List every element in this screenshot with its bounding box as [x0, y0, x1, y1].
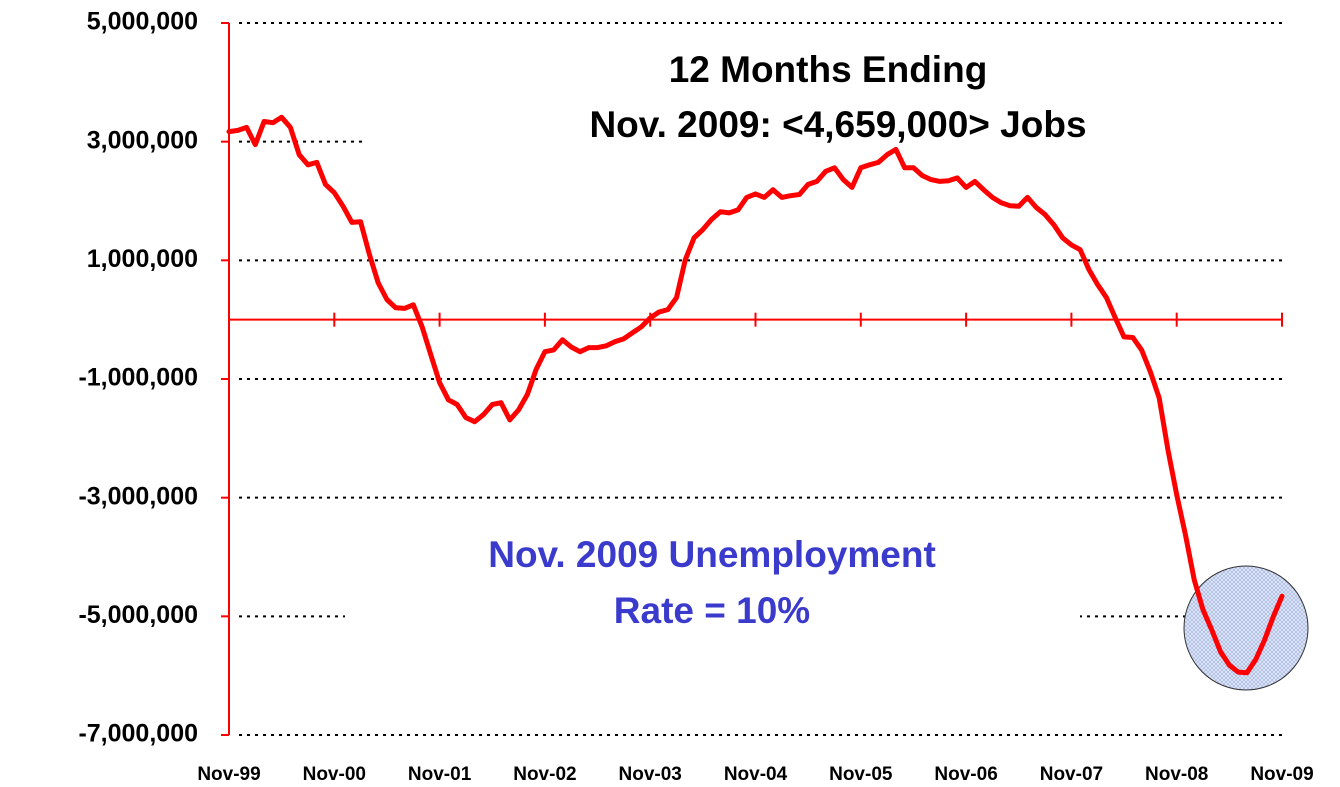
highlight-circle [1183, 565, 1309, 691]
x-tick-label: Nov-02 [513, 764, 576, 785]
title-line: Nov. 2009: <4,659,000> Jobs [589, 104, 1086, 145]
x-tick-label: Nov-07 [1040, 764, 1103, 785]
note-line: Rate = 10% [614, 590, 810, 631]
x-tick-label: Nov-06 [934, 764, 997, 785]
y-tick-label: 1,000,000 [87, 245, 198, 273]
data-line [226, 114, 1285, 676]
x-tick-label: Nov-03 [619, 764, 682, 785]
y-tick-label: -7,000,000 [78, 720, 198, 748]
y-tick-label: 3,000,000 [87, 126, 198, 154]
x-tick-label: Nov-99 [197, 764, 260, 785]
note-box [345, 530, 1080, 658]
x-tick-label: Nov-04 [724, 764, 788, 785]
x-tick-label: Nov-08 [1145, 764, 1208, 785]
y-tick-label: -3,000,000 [78, 482, 198, 510]
title-box [365, 40, 1282, 175]
x-tick-label: Nov-00 [303, 764, 366, 785]
x-tick-label: Nov-09 [1250, 764, 1313, 785]
y-tick-label: 5,000,000 [87, 8, 198, 36]
title-line: 12 Months Ending [669, 49, 988, 90]
x-tick-label: Nov-01 [408, 764, 472, 785]
y-tick-label: -1,000,000 [78, 364, 198, 392]
x-tick-label: Nov-05 [829, 764, 893, 785]
note-line: Nov. 2009 Unemployment [488, 534, 936, 575]
y-tick-label: -5,000,000 [78, 601, 198, 629]
